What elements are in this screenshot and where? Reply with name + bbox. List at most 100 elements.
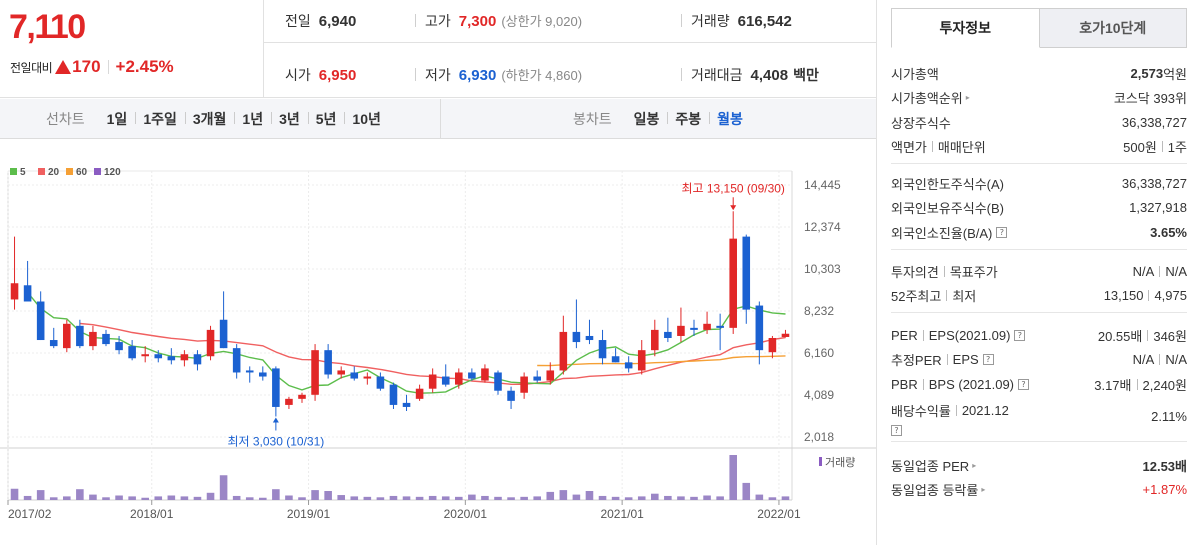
candle-body xyxy=(428,374,437,389)
stat-low: 저가 6,930 (하한가 4,860) xyxy=(425,65,582,85)
info-key: 투자의견 목표주가 xyxy=(891,262,998,281)
candle-body xyxy=(507,390,515,401)
candle-body xyxy=(402,402,411,407)
info-section-market: 시가총액 2,573 억원 시가총액순위 ▸ 코스닥 393위 상장주식수 36,3… xyxy=(891,61,1187,164)
period-1week[interactable]: 1주일 xyxy=(135,109,185,129)
info-key-link[interactable]: 시가총액순위 ▸ xyxy=(891,88,970,107)
info-key-part: 최저 xyxy=(952,289,977,305)
caret-right-icon: ▸ xyxy=(965,93,970,103)
info-value-part: 13,150 xyxy=(1103,288,1144,304)
candle-body xyxy=(193,354,202,365)
period-5year[interactable]: 5년 xyxy=(307,109,345,129)
info-key-link[interactable]: 동일업종 등락률 ▸ xyxy=(891,480,985,499)
help-icon[interactable]: ? xyxy=(891,424,902,436)
candle-body xyxy=(337,370,345,375)
info-row-foreign-limit: 외국인한도주식수(A) 36,338,727 xyxy=(891,171,1187,196)
help-icon[interactable]: ? xyxy=(982,354,994,366)
info-key-part: 투자의견 xyxy=(891,264,939,280)
divider xyxy=(1161,141,1163,153)
info-key-part: 액면가 xyxy=(891,140,927,156)
candle-body xyxy=(10,283,19,300)
candle-body xyxy=(102,333,110,345)
candle-monthly[interactable]: 월봉 xyxy=(709,109,751,129)
candle-body xyxy=(455,372,463,385)
stat-label: 전일 xyxy=(285,13,311,29)
info-row-foreign-holding: 외국인보유주식수(B) 1,327,918 xyxy=(891,196,1187,221)
info-value: 12.53배 xyxy=(1143,456,1188,475)
info-key: 상장주식수 xyxy=(891,115,951,131)
volume-bar xyxy=(311,490,319,500)
info-value-part: 1주 xyxy=(1167,140,1187,156)
info-value-part: 3.17배 xyxy=(1094,377,1132,393)
help-icon[interactable]: ? xyxy=(1014,329,1026,341)
period-1year[interactable]: 1년 xyxy=(234,109,271,129)
stats-grid: 전일 6,940 고가 7,300 (상한가 9,020) 거래량 616,54… xyxy=(264,0,876,98)
candle-body xyxy=(245,370,254,373)
info-value: 3.17배 2,240원 xyxy=(1094,375,1187,394)
info-key: 배당수익률 2021.12 ? xyxy=(891,401,1009,436)
candle-body xyxy=(533,376,541,381)
candle-body xyxy=(285,398,293,405)
candle-body xyxy=(272,368,280,407)
stock-chart: 14,445 12,374 10,303 8,232 6,160 4,089 2,018 20… xyxy=(0,140,876,545)
volume-bar xyxy=(585,491,594,500)
volume-bar xyxy=(468,494,476,500)
info-key: PBR BPS (2021.09)? xyxy=(891,377,1030,392)
tab-orderbook-10[interactable]: 호가10단계 xyxy=(1039,8,1187,48)
stat-sub-label: 상한가 xyxy=(505,14,542,29)
help-icon[interactable]: ? xyxy=(1018,378,1030,390)
info-value: 2.11% xyxy=(1151,408,1187,424)
candle-body xyxy=(154,354,163,359)
volume-bar xyxy=(428,495,437,500)
candle-body xyxy=(690,327,698,330)
period-1day[interactable]: 1일 xyxy=(106,111,128,127)
volume-bar xyxy=(89,494,97,500)
divider xyxy=(415,14,416,27)
line-chart-title: 선차트 xyxy=(46,111,85,127)
volume-bar xyxy=(180,496,189,500)
y-tick-label: 12,374 xyxy=(804,220,841,234)
stat-value: 6,930 xyxy=(458,67,497,84)
y-tick-label: 8,232 xyxy=(804,304,834,318)
volume-bar xyxy=(441,496,450,500)
volume-bar xyxy=(128,496,136,500)
period-3year[interactable]: 3년 xyxy=(271,109,308,129)
info-key: PER EPS(2021.09)? xyxy=(891,328,1026,343)
volume-legend-swatch xyxy=(819,457,822,466)
candle-body xyxy=(755,305,764,351)
foreign-ratio-value: 3.65% xyxy=(1150,224,1187,240)
candle-body xyxy=(572,331,581,343)
candle-body xyxy=(206,329,215,357)
candle-body xyxy=(36,301,45,341)
info-key-link[interactable]: 동일업종 PER ▸ xyxy=(891,456,976,475)
max-arrow-head xyxy=(730,205,737,211)
change-amount: 170 xyxy=(72,57,101,76)
info-value-part: N/A xyxy=(1165,352,1187,368)
change-percent: +2.45% xyxy=(115,57,174,76)
candle-weekly[interactable]: 주봉 xyxy=(667,109,709,129)
period-10year[interactable]: 10년 xyxy=(344,109,388,129)
period-3month[interactable]: 3개월 xyxy=(184,109,235,129)
candle-body xyxy=(180,354,189,361)
info-row-par-value: 액면가 매매단위 500원 1주 xyxy=(891,135,1187,160)
min-annotation: 최저 3,030 (10/31) xyxy=(227,434,324,448)
info-value: 1,327,918 xyxy=(1129,200,1187,216)
candle-body xyxy=(63,323,71,349)
volume-bar xyxy=(533,496,541,500)
info-value-part: 4,975 xyxy=(1154,288,1187,304)
candle-body xyxy=(559,331,568,371)
help-icon[interactable]: ? xyxy=(996,226,1008,238)
legend-swatch xyxy=(94,168,101,175)
info-value-part: N/A xyxy=(1132,263,1155,279)
volume-bar xyxy=(611,496,620,500)
tab-investment-info[interactable]: 투자정보 xyxy=(891,8,1040,48)
candle-body xyxy=(115,342,123,351)
candle-daily[interactable]: 일봉 xyxy=(633,111,660,127)
volume-bar xyxy=(624,497,633,500)
candle-body xyxy=(376,376,385,389)
info-tabs: 투자정보 호가10단계 xyxy=(891,8,1187,48)
volume-bar xyxy=(703,495,711,500)
stat-open: 시가 6,950 xyxy=(285,65,356,85)
stat-value: 6,940 xyxy=(318,13,357,30)
volume-bar xyxy=(219,475,228,500)
